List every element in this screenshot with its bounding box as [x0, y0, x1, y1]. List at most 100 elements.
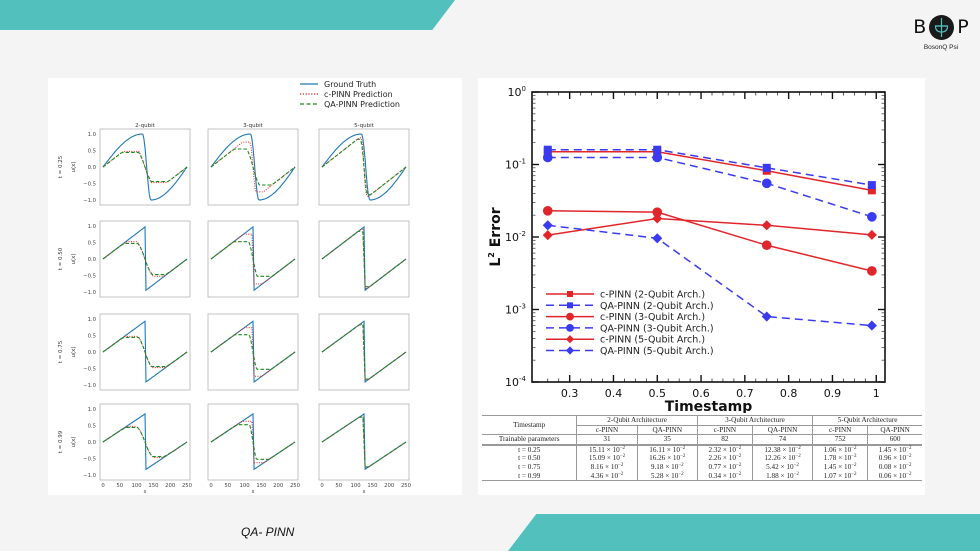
- y-tick-label: 1.0: [88, 407, 97, 413]
- subplot-frame: [318, 128, 410, 206]
- x-tick-label: 50: [224, 483, 231, 489]
- chart-legend: c-PINN (2-Qubit Arch.)QA-PINN (2-Qubit A…: [546, 290, 714, 357]
- x-axis-label: x: [144, 489, 147, 495]
- x-tick-label: 0.7: [736, 387, 754, 400]
- cell-exponent: −2: [851, 471, 857, 477]
- y-tick-label: 0.5: [88, 241, 96, 247]
- logo-letter-b: B: [913, 16, 927, 38]
- qa-pinn-curve: [321, 324, 407, 380]
- qa-pinn-curve: [102, 426, 188, 458]
- x-tick-label: 0: [320, 483, 324, 489]
- cell-exponent: −2: [851, 462, 857, 468]
- y-title-rest: Error: [488, 207, 504, 252]
- y-tick-label: 1.0: [88, 132, 97, 138]
- cell-mantissa: 1.88 × 10: [766, 471, 794, 480]
- y-tick-label: 0.5: [88, 149, 96, 155]
- legend-marker: [567, 291, 573, 297]
- x-tick-label: 50: [335, 483, 342, 489]
- y-tick-label: 10-2: [505, 230, 526, 244]
- data-point: [866, 320, 877, 331]
- y-tick-label: −0.5: [83, 457, 96, 463]
- x-tick-label: 0.6: [692, 387, 710, 400]
- data-point: [761, 178, 772, 189]
- data-point: [867, 266, 877, 276]
- table-group-2q: 2-Qubit Architecture: [576, 415, 698, 426]
- cell-mantissa: 16.26 × 10: [649, 454, 681, 463]
- data-point: [543, 145, 552, 154]
- x-tick-label: 0.4: [605, 387, 623, 400]
- x-tick-label: 0.3: [561, 387, 579, 400]
- cell-mantissa: 12.38 × 10: [764, 445, 796, 454]
- table-cell: 0.08 × 10−2: [868, 463, 922, 472]
- table-cell: 1.45 × 10−2: [868, 445, 922, 455]
- x-tick-label: 0.9: [824, 387, 842, 400]
- data-point: [761, 220, 772, 231]
- cell-mantissa: 0.34 × 10: [708, 471, 736, 480]
- table-cell: 12.26 × 10−2: [752, 454, 814, 463]
- data-point: [761, 311, 772, 322]
- data-point: [652, 152, 663, 163]
- y-axis-label: u(x): [71, 436, 77, 447]
- results-table: Timestamp 2-Qubit Architecture 3-Qubit A…: [482, 414, 922, 482]
- y-tick-exp: -3: [519, 303, 526, 311]
- qa-pinn-curve: [210, 334, 296, 370]
- cell-exponent: −2: [793, 462, 799, 468]
- y-tick-label: −0.5: [83, 182, 96, 188]
- cell-mantissa: 9.18 × 10: [650, 462, 679, 471]
- cell-mantissa: 8.16 × 10: [590, 462, 619, 471]
- y-tick-label: 0.0: [88, 440, 97, 446]
- legend-label: QA-PINN (3-Qubit Arch.): [600, 323, 714, 334]
- x-tick-label: 250: [401, 483, 412, 489]
- x-tick-label: 100: [132, 483, 143, 489]
- data-point: [542, 152, 553, 163]
- data-point: [652, 233, 663, 244]
- y-tick-label: −0.5: [83, 274, 96, 280]
- table-cell: 16.26 × 10−2: [637, 454, 698, 463]
- row-label: t = 0.75: [58, 340, 64, 363]
- ground-truth-curve: [102, 133, 188, 201]
- data-point: [542, 220, 553, 231]
- cell-exponent: −2: [795, 454, 801, 460]
- table-cell: 2.26 × 10−2: [697, 454, 753, 463]
- table-subheader: c-PINN: [576, 425, 638, 435]
- data-point: [762, 163, 771, 172]
- x-tick-label: 0.8: [780, 387, 798, 400]
- bottom-accent-banner: [508, 514, 980, 551]
- series-line: [547, 156, 873, 218]
- y-tick-label: 0.0: [88, 257, 97, 263]
- data-point: [867, 181, 876, 190]
- legend-label: c-PINN (5-Qubit Arch.): [600, 335, 705, 346]
- series-5: [542, 220, 877, 331]
- legend-marker: [566, 312, 574, 321]
- table-subheader: QA-PINN: [637, 425, 698, 435]
- x-tick-label: 200: [384, 483, 395, 489]
- cell-mantissa: 15.09 × 10: [588, 454, 620, 463]
- qa-pinn-curve: [102, 336, 188, 368]
- brand-name: BosonQ Psi: [923, 44, 959, 51]
- cell-exponent: −2: [679, 445, 686, 451]
- error-figure: 100 10-1 10-2 10-3 10-4 0.3 0.4 0.5 0.6 0.7 0.8 0.9…: [478, 78, 925, 495]
- cell-mantissa: 12.26 × 10: [764, 454, 796, 463]
- table-timestamp: t = 0.25: [482, 444, 578, 455]
- subplot-grid: 2-qubit 3-qubit 5-qubit t = 0.25 u(x) 1.0 0.5 0…: [58, 123, 412, 495]
- table-row: t = 0.50 15.09 × 10−2 16.26 × 10−2 2.26 × 1…: [482, 454, 922, 463]
- cell-mantissa: 0.96 × 10: [878, 454, 907, 463]
- y-axis-label: u(x): [71, 161, 77, 172]
- table-params-label: Trainable parameters: [482, 434, 578, 446]
- cell-mantissa: 0.06 × 10: [878, 471, 907, 480]
- y-tick-label: −1.0: [83, 383, 96, 389]
- y-tick-label: 0.5: [88, 424, 96, 430]
- cell-mantissa: 1.78 × 10: [823, 454, 852, 463]
- series-line: [547, 150, 872, 192]
- ground-truth-curve: [210, 133, 296, 201]
- table-cell: 16.11 × 10−2: [637, 444, 698, 455]
- y-tick-exp: 0: [522, 85, 526, 93]
- y-tick-base: 10: [505, 231, 519, 244]
- table-cell: 0.77 × 10−2: [697, 462, 753, 472]
- qa-pinn-curve: [210, 148, 296, 186]
- x-tick-label: 150: [256, 483, 267, 489]
- cell-mantissa: 2.32 × 10: [708, 445, 736, 454]
- cell-exponent: −2: [618, 471, 624, 477]
- table-cell: 1.88 × 10−2: [752, 471, 814, 482]
- data-point: [542, 230, 553, 241]
